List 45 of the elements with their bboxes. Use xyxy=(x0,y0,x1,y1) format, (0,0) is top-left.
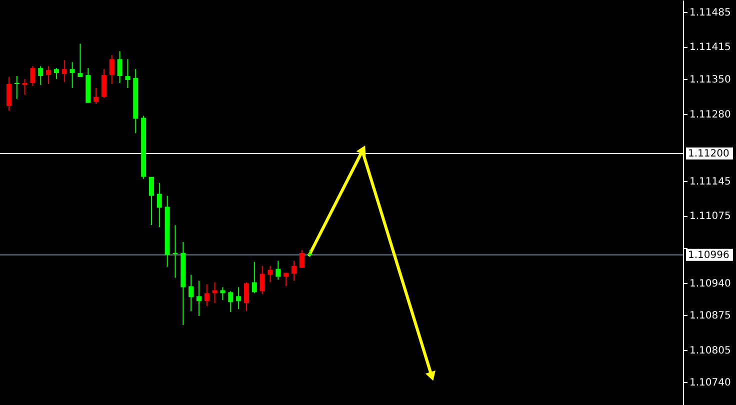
candlestick xyxy=(148,176,154,226)
candlestick xyxy=(291,260,296,282)
y-tick-label: 1.11485 xyxy=(690,7,731,18)
candlestick xyxy=(244,282,249,312)
candlestick xyxy=(101,68,106,98)
candlestick xyxy=(276,260,281,280)
y-tick-label: 1.11415 xyxy=(690,42,731,54)
candlestick xyxy=(156,182,162,228)
y-tick-label: 1.11075 xyxy=(690,211,731,222)
y-tick-label: 1.10740 xyxy=(690,378,731,389)
ref-line-label: 1.10996 xyxy=(688,250,730,261)
candlestick xyxy=(117,50,122,84)
y-tick-label: 1.11280 xyxy=(690,109,731,120)
y-tick-label: 1.11145 xyxy=(690,176,731,188)
candlestick xyxy=(78,43,83,78)
candlestick xyxy=(70,62,75,88)
y-tick-label: 1.10875 xyxy=(690,310,731,322)
candlestick xyxy=(172,224,178,278)
candlestick xyxy=(220,286,226,301)
candlestick xyxy=(252,261,257,294)
candlestick xyxy=(46,66,52,84)
candlestick xyxy=(6,76,12,112)
candlestick xyxy=(54,68,59,80)
candlestick xyxy=(284,272,289,287)
candlestick xyxy=(268,265,273,283)
candlestick xyxy=(62,60,67,82)
y-tick-label: 1.10940 xyxy=(690,278,731,290)
candlestick xyxy=(94,87,99,104)
candlestick xyxy=(260,265,265,295)
candlestick xyxy=(212,282,218,304)
candlestick xyxy=(299,249,304,268)
ref-line-label: 1.11200 xyxy=(688,148,730,160)
candlestick xyxy=(22,78,28,96)
candlestick xyxy=(125,58,130,88)
candlestick xyxy=(204,284,210,307)
candlestick xyxy=(196,280,202,317)
candlestick xyxy=(228,290,234,313)
candlestick xyxy=(38,66,44,86)
y-tick-label: 1.11350 xyxy=(690,74,731,86)
candlestick xyxy=(236,286,242,310)
candlestick xyxy=(14,76,20,100)
y-tick-label: 1.10805 xyxy=(690,345,731,356)
candlestick xyxy=(188,274,194,312)
candlestick xyxy=(109,54,114,84)
candlestick xyxy=(30,66,36,86)
